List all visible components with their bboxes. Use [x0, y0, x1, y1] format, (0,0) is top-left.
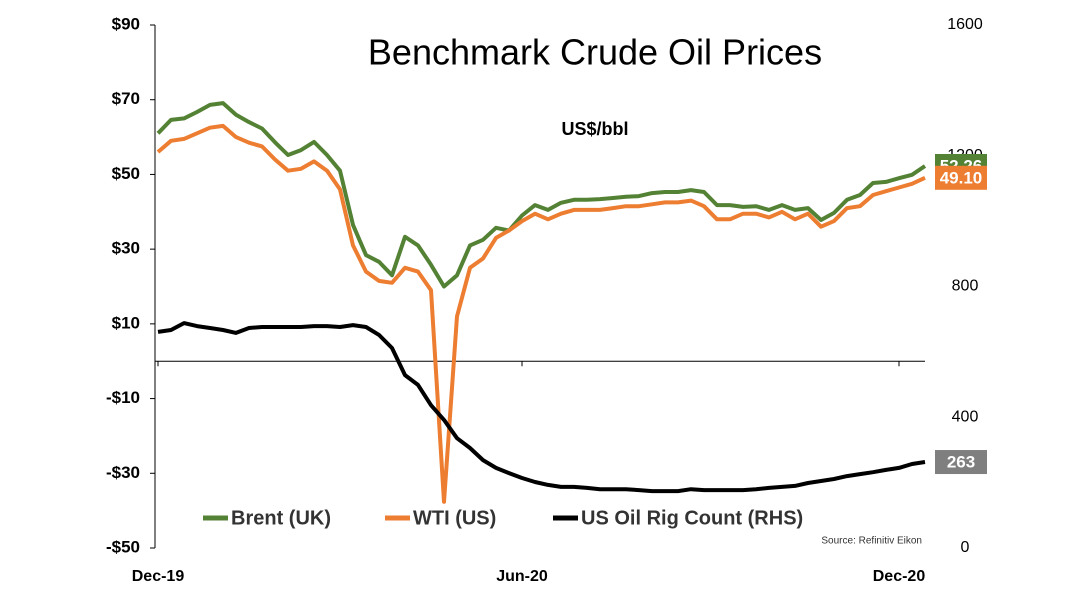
chart-title: Benchmark Crude Oil Prices [368, 32, 822, 73]
source-note: Source: Refinitiv Eikon [821, 536, 922, 547]
series-line [156, 123, 926, 504]
legend-label: US Oil Rig Count (RHS) [581, 507, 803, 529]
x-tick-label: Dec-19 [132, 568, 185, 585]
value-label-box [935, 450, 987, 475]
y-tick-label: $90 [112, 14, 140, 33]
y-tick-label: $10 [112, 313, 140, 332]
series-line [156, 101, 927, 289]
legend-label: Brent (UK) [231, 507, 331, 529]
legend-label: WTI (US) [413, 507, 496, 529]
y-tick-label: $70 [112, 89, 140, 108]
y-tick-label: $30 [112, 239, 140, 258]
y2-tick-label: 0 [961, 539, 970, 556]
value-label-box [935, 165, 987, 190]
y2-tick-label: 1600 [947, 16, 983, 33]
y-tick-label: -$10 [106, 388, 140, 407]
value-label: 263 [947, 453, 975, 472]
value-label: 49.10 [940, 168, 983, 187]
series-line [157, 321, 926, 494]
y-tick-label: -$50 [106, 537, 140, 556]
y-tick-label: -$30 [106, 463, 140, 482]
y2-tick-label: 400 [952, 408, 979, 425]
chart-subtitle: US$/bbl [561, 119, 628, 139]
y-tick-label: $50 [112, 164, 140, 183]
x-tick-label: Jun-20 [496, 568, 548, 585]
x-tick-label: Dec-20 [873, 568, 926, 585]
y2-tick-label: 800 [952, 278, 979, 295]
